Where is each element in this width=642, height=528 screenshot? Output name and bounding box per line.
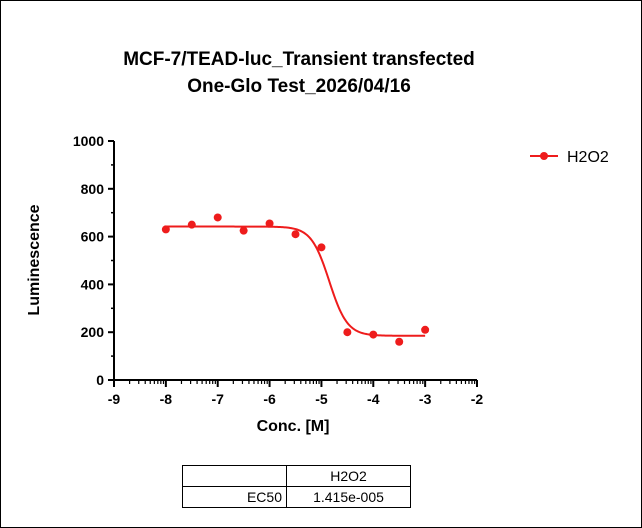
data-point xyxy=(395,337,404,346)
chart-axes: 0 200 400 600 800 1000 -9 -8 -7 -6 -5 -4 -3 -2 xyxy=(73,133,484,407)
results-table-header-row: H2O2 xyxy=(182,465,411,487)
data-points-layer xyxy=(161,213,430,346)
fit-curve-layer xyxy=(165,225,426,337)
x-tick-label: -4 xyxy=(367,391,380,407)
x-tick-label: -2 xyxy=(471,391,484,407)
y-tick-label: 600 xyxy=(81,229,105,245)
x-tick-label: -9 xyxy=(108,391,121,407)
y-tick-label: 0 xyxy=(96,372,104,388)
data-point xyxy=(421,325,430,334)
x-tick-label: -7 xyxy=(211,391,224,407)
fit-curve xyxy=(165,225,426,337)
data-point xyxy=(161,225,170,234)
x-tick-label: -6 xyxy=(263,391,276,407)
legend: H2O2 xyxy=(530,149,609,166)
y-tick-label: 200 xyxy=(81,324,105,340)
data-point xyxy=(369,330,378,339)
data-point xyxy=(213,213,222,222)
data-point xyxy=(291,230,300,239)
y-tick-label: 1000 xyxy=(73,133,104,149)
data-point xyxy=(317,243,326,252)
x-tick-label: -8 xyxy=(160,391,173,407)
y-axis-title: Luminescence xyxy=(26,204,43,315)
chart-title-line1: MCF-7/TEAD-luc_Transient transfected xyxy=(123,49,475,70)
results-table-row: EC50 1.415e-005 xyxy=(182,486,411,508)
results-table-row-value: 1.415e-005 xyxy=(286,486,411,508)
data-point xyxy=(343,328,352,337)
data-point xyxy=(187,220,196,229)
x-tick-label: -3 xyxy=(419,391,432,407)
legend-marker xyxy=(540,152,548,160)
chart-title-line2: One-Glo Test_2026/04/16 xyxy=(187,76,411,97)
legend-label: H2O2 xyxy=(567,149,609,166)
y-tick-label: 400 xyxy=(81,276,105,292)
results-table-header-series: H2O2 xyxy=(286,465,411,487)
data-point xyxy=(265,219,274,228)
data-point xyxy=(239,226,248,235)
dose-response-chart: MCF-7/TEAD-luc_Transient transfected One… xyxy=(26,49,609,435)
results-table: H2O2 EC50 1.415e-005 xyxy=(182,465,411,508)
x-axis-title: Conc. [M] xyxy=(257,418,330,435)
results-table-row-label: EC50 xyxy=(182,486,287,508)
results-table-header-blank xyxy=(182,465,287,487)
x-tick-label: -5 xyxy=(315,391,328,407)
y-tick-label: 800 xyxy=(81,181,105,197)
